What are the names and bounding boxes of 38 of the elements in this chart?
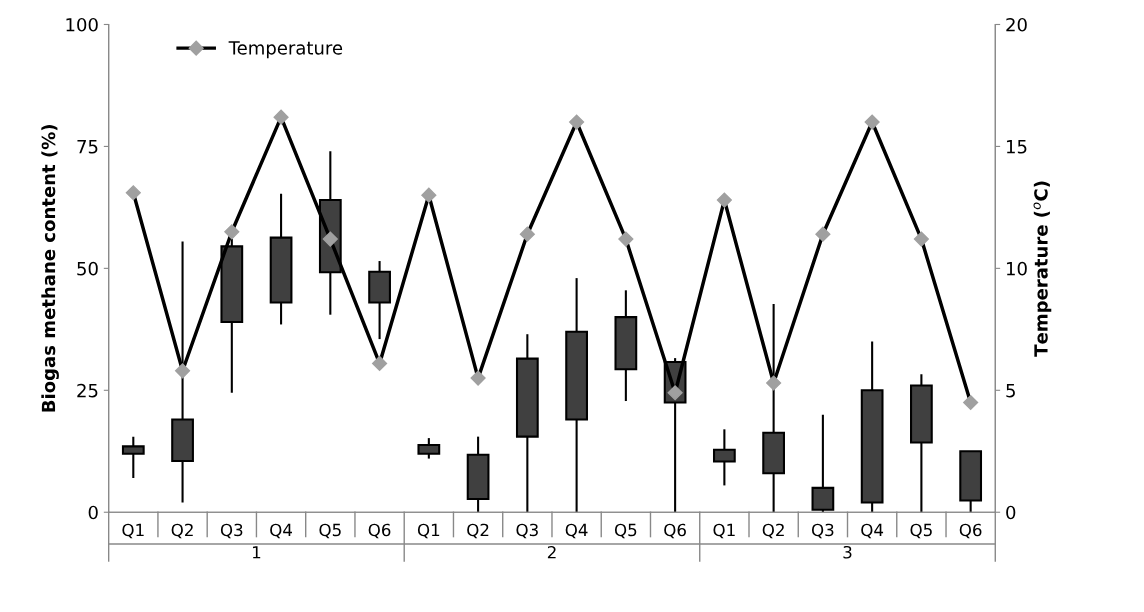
x-tick-label: Q4	[565, 523, 588, 539]
candlestick	[417, 437, 441, 460]
y-tick-label: 50	[77, 261, 98, 276]
x-tick-label: Q2	[762, 523, 784, 539]
y-tick-label: 75	[77, 140, 98, 154]
y2-tick-label: 5	[1006, 384, 1015, 398]
x-tick-label: Q2	[171, 523, 193, 539]
x-tick-label: Q5	[614, 523, 637, 539]
x-tick-label: Q1	[417, 523, 440, 539]
text: 2	[547, 545, 556, 559]
x-tick-label: Q3	[220, 523, 243, 539]
y2-tick-label: 15	[1006, 140, 1027, 154]
x-tick-label: Q3	[516, 523, 538, 539]
text: 1	[252, 546, 261, 559]
y-axis-title: Biogas methane content (%)	[41, 125, 59, 412]
x-tick-label: Q5	[319, 523, 341, 539]
candlestick	[811, 413, 835, 513]
candlestick	[121, 435, 145, 480]
text: 3	[843, 545, 852, 559]
x-tick-label: Q4	[270, 523, 292, 539]
y-tick-label: 25	[77, 383, 98, 398]
x-tick-label: Q4	[861, 523, 884, 539]
y2-axis-title: Temperature ($^{o}$C)	[1033, 181, 1052, 357]
x-tick-label: Q5	[910, 523, 932, 539]
candlestick	[712, 428, 736, 487]
x-tick-label: Q3	[811, 523, 834, 539]
x-tick-label: Q1	[122, 523, 144, 539]
y-tick-label: 100	[66, 17, 98, 32]
y2-tick-label: 20	[1006, 17, 1027, 32]
y2-tick-label: 0	[1006, 505, 1016, 520]
x-tick-label: Q6	[959, 523, 982, 539]
y2-tick-label: 10	[1006, 261, 1027, 276]
legend-label: Temperature	[228, 41, 343, 59]
x-tick-label: Q6	[664, 523, 686, 539]
x-tick-label: Q2	[467, 523, 489, 539]
x-tick-label: Q1	[713, 523, 735, 539]
y-tick-label: 0	[88, 505, 98, 520]
x-tick-label: Q6	[368, 523, 391, 539]
